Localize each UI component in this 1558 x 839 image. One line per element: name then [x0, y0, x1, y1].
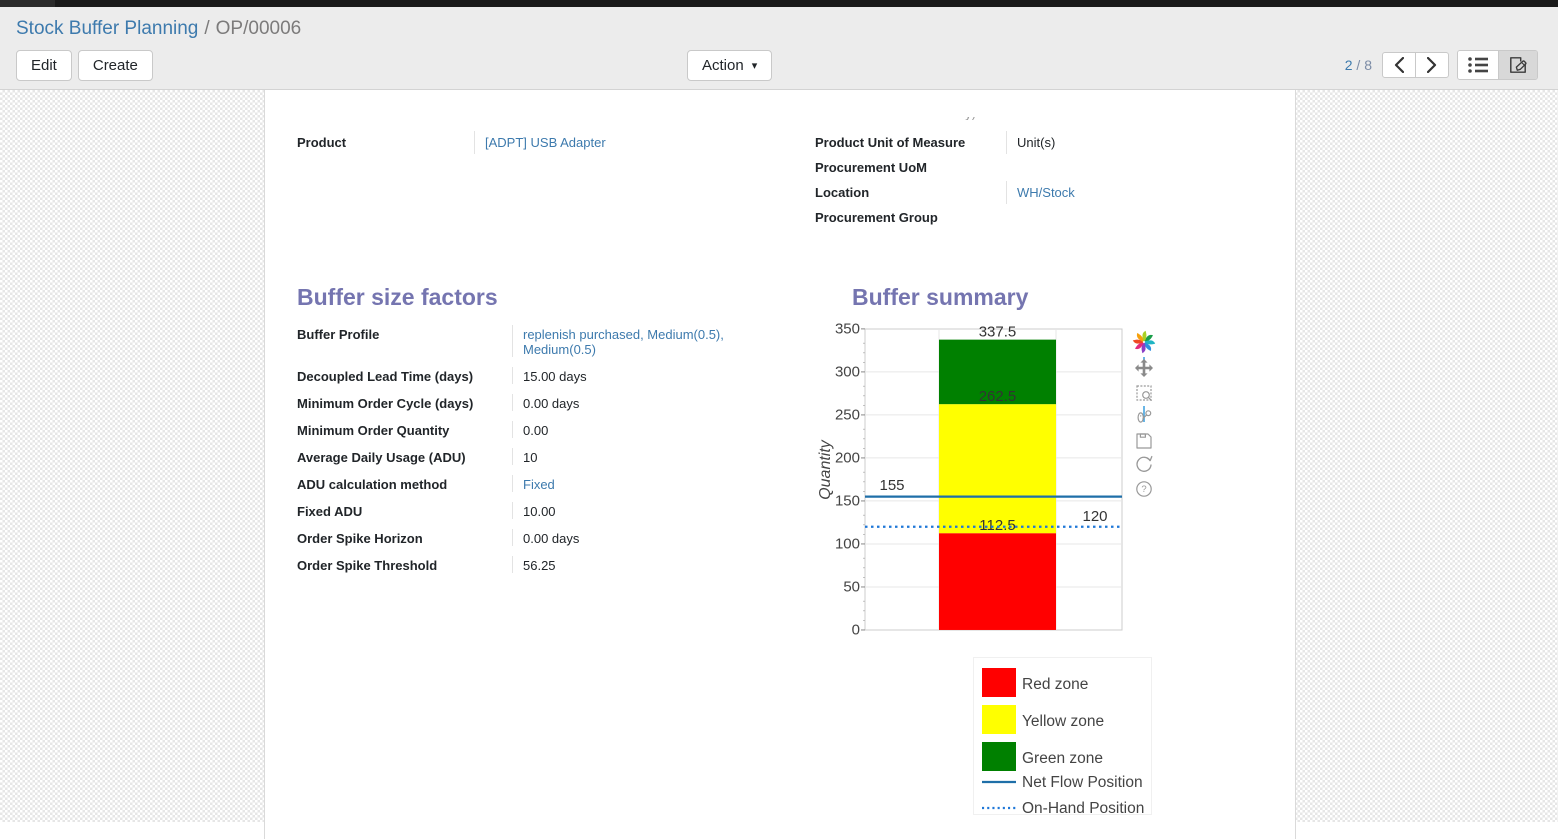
- svg-text:Red zone: Red zone: [1022, 676, 1088, 693]
- svg-text:120: 120: [1082, 508, 1107, 525]
- svg-text:100: 100: [835, 536, 860, 553]
- svg-text:?: ?: [1141, 484, 1146, 495]
- svg-text:155: 155: [879, 477, 904, 494]
- svg-text:150: 150: [835, 493, 860, 510]
- svg-text:0: 0: [852, 622, 860, 639]
- svg-text:337.5: 337.5: [979, 324, 1017, 341]
- svg-text:262.5: 262.5: [979, 388, 1017, 405]
- svg-text:350: 350: [835, 321, 860, 338]
- svg-text:50: 50: [843, 579, 860, 596]
- svg-text:Yellow zone: Yellow zone: [1022, 713, 1104, 730]
- svg-text:Net Flow Position: Net Flow Position: [1022, 774, 1143, 791]
- svg-text:Quantity: Quantity: [817, 439, 834, 500]
- svg-text:On-Hand Position: On-Hand Position: [1022, 800, 1144, 816]
- svg-text:112.5: 112.5: [979, 517, 1015, 534]
- svg-text:Green zone: Green zone: [1022, 750, 1103, 767]
- svg-text:250: 250: [835, 407, 860, 424]
- svg-text:200: 200: [835, 450, 860, 467]
- svg-text:300: 300: [835, 364, 860, 381]
